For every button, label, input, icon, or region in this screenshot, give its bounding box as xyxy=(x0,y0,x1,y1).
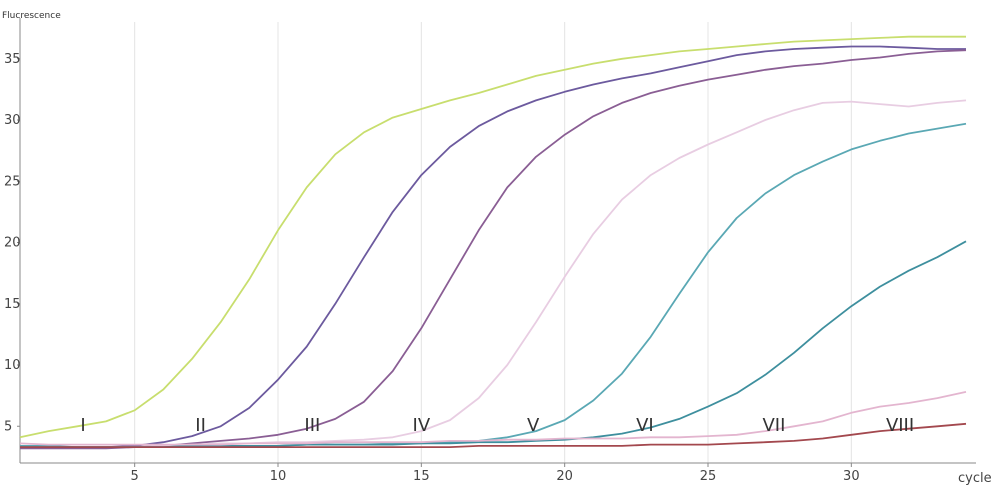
annotation-label-2: II xyxy=(195,415,206,436)
y-tick-label-10: 10 xyxy=(4,358,21,373)
curve-annotations: I II III IV V VI VII VIII xyxy=(80,415,914,436)
annotation-label-3: III xyxy=(304,415,320,436)
series-lines xyxy=(19,35,967,450)
annotation-label-8: VIII xyxy=(886,415,914,436)
gridlines xyxy=(134,22,852,463)
series-line-4 xyxy=(20,99,967,448)
annotation-label-5: V xyxy=(527,415,540,436)
y-tick-label-25: 25 xyxy=(4,174,21,189)
x-tick-label-10: 10 xyxy=(270,469,287,484)
y-tick-label-15: 15 xyxy=(4,297,21,312)
y-tick-label-5: 5 xyxy=(4,419,12,434)
x-axis-title: cycle xyxy=(958,471,992,486)
annotation-label-7: VII xyxy=(762,415,785,436)
series-line-3 xyxy=(20,49,967,450)
y-axis-title: Flucrescence xyxy=(2,11,61,21)
x-tick-label-20: 20 xyxy=(556,469,573,484)
x-tick-label-25: 25 xyxy=(700,469,717,484)
series-line-1 xyxy=(19,35,966,439)
tick-labels: 5 10 15 20 25 30 5 10 15 20 25 30 35 xyxy=(4,52,860,484)
series-line-5 xyxy=(20,122,967,448)
x-tick-label-30: 30 xyxy=(843,469,860,484)
series-line-2 xyxy=(19,45,966,448)
y-tick-label-20: 20 xyxy=(4,236,21,251)
series-line-6 xyxy=(20,240,967,448)
annotation-label-6: VI xyxy=(636,415,654,436)
x-tick-label-5: 5 xyxy=(131,469,139,484)
y-tick-label-35: 35 xyxy=(4,52,21,67)
x-tick-label-15: 15 xyxy=(413,469,430,484)
annotation-label-4: IV xyxy=(413,415,431,436)
y-tick-label-30: 30 xyxy=(4,113,21,128)
series-line-7 xyxy=(19,391,967,446)
axes xyxy=(17,18,976,467)
series-line-8 xyxy=(20,422,967,448)
annotation-label-1: I xyxy=(80,415,85,436)
